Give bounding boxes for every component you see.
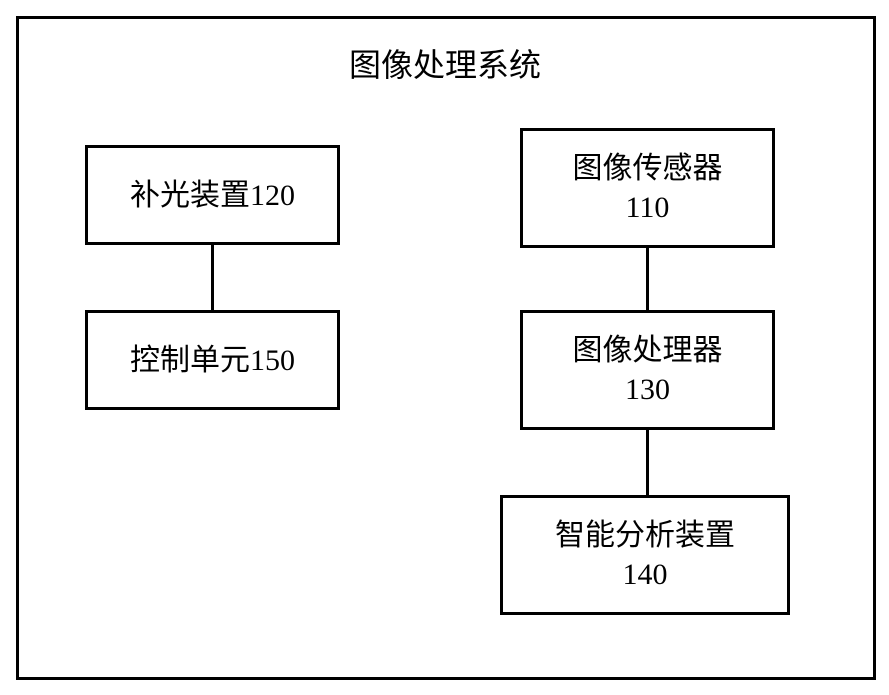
edge-processor-to-analyzer: [646, 430, 649, 495]
node-image-sensor: 图像传感器 110: [520, 128, 775, 248]
node-smart-analyzer: 智能分析装置 140: [500, 495, 790, 615]
node-image-processor-label-line2: 130: [625, 370, 670, 409]
node-light-device: 补光装置120: [85, 145, 340, 245]
node-control-unit-label: 控制单元150: [130, 341, 295, 380]
edge-sensor-to-processor: [646, 248, 649, 310]
node-image-processor-label-line1: 图像处理器: [573, 331, 723, 370]
diagram-title: 图像处理系统: [280, 40, 610, 86]
node-smart-analyzer-label-line2: 140: [623, 555, 668, 594]
node-image-sensor-label-line2: 110: [626, 188, 670, 227]
node-light-device-label: 补光装置120: [130, 176, 295, 215]
node-image-sensor-label-line1: 图像传感器: [573, 149, 723, 188]
node-control-unit: 控制单元150: [85, 310, 340, 410]
node-image-processor: 图像处理器 130: [520, 310, 775, 430]
node-smart-analyzer-label-line1: 智能分析装置: [555, 516, 735, 555]
edge-light-to-control: [211, 245, 214, 310]
